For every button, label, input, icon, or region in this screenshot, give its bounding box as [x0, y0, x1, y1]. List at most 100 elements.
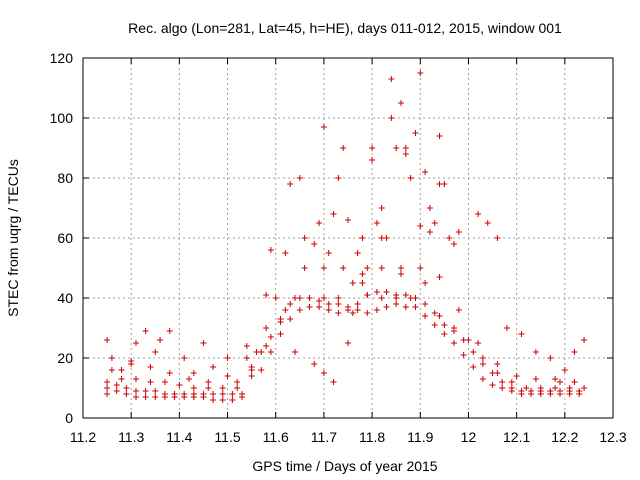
data-point [402, 145, 409, 151]
data-point [330, 379, 337, 385]
data-point [142, 328, 149, 334]
data-point [436, 181, 443, 187]
data-point [205, 385, 212, 391]
data-point [118, 376, 125, 382]
data-point [479, 376, 486, 382]
data-point [508, 385, 515, 391]
data-point [532, 349, 539, 355]
data-point [267, 334, 274, 340]
data-point [210, 391, 217, 397]
data-point [576, 388, 583, 394]
data-point [412, 304, 419, 310]
data-point [229, 391, 236, 397]
x-tick-label: 11.5 [214, 429, 240, 445]
data-point [171, 391, 178, 397]
x-tick-label: 11.2 [70, 429, 96, 445]
data-point [364, 292, 371, 298]
data-point [557, 388, 563, 394]
data-point [383, 289, 390, 295]
data-point [133, 388, 139, 394]
data-point [364, 265, 371, 271]
data-point [320, 295, 327, 301]
x-tick-labels: 11.2 11.3 11.4 11.5 11.6 11.7 11.8 11.9 12 12.1 12… [70, 429, 627, 445]
data-point [373, 289, 380, 295]
data-point [518, 388, 525, 394]
data-point [431, 220, 438, 226]
data-point [436, 133, 443, 139]
data-point [499, 379, 506, 385]
data-point [311, 241, 318, 247]
data-point [354, 250, 361, 256]
data-point [161, 391, 168, 397]
data-point [566, 385, 573, 391]
data-point [494, 370, 501, 376]
data-point [325, 307, 332, 313]
data-point [484, 220, 491, 226]
data-point [581, 337, 588, 343]
data-point [340, 145, 347, 151]
data-point [479, 355, 486, 361]
data-point [152, 349, 159, 355]
data-point [166, 328, 173, 334]
data-point [152, 388, 159, 394]
data-point [142, 394, 149, 400]
data-point [296, 307, 303, 313]
data-point [104, 337, 111, 343]
data-point [508, 379, 515, 385]
data-point [292, 295, 298, 301]
data-point [451, 325, 457, 331]
data-point [513, 373, 520, 379]
data-point [547, 355, 554, 361]
data-point [224, 373, 231, 379]
data-point [547, 388, 554, 394]
data-point [494, 235, 501, 241]
data-point [359, 235, 366, 241]
data-point [398, 271, 404, 277]
data-point [258, 367, 265, 373]
data-point [499, 385, 506, 391]
data-point [142, 388, 149, 394]
data-point [234, 385, 241, 391]
data-point [475, 340, 482, 346]
data-point [113, 388, 120, 394]
data-point [292, 349, 298, 355]
data-point [451, 241, 457, 247]
data-point [470, 364, 477, 370]
data-point [393, 301, 400, 307]
data-point [147, 379, 154, 385]
data-point [104, 385, 111, 391]
data-point [373, 220, 380, 226]
x-tick-label: 11.9 [407, 429, 433, 445]
y-tick-labels: 0 20 40 60 80 100 120 [50, 50, 74, 426]
data-point [335, 295, 342, 301]
data-point [489, 382, 496, 388]
data-point [320, 265, 327, 271]
data-point [571, 349, 578, 355]
x-tick-label: 11.4 [166, 429, 192, 445]
data-point [161, 379, 168, 385]
data-point [306, 295, 313, 301]
data-point [157, 337, 164, 343]
data-point [200, 391, 207, 397]
data-point [373, 307, 380, 313]
data-point [378, 265, 385, 271]
data-point [557, 379, 563, 385]
x-tick-label: 12 [461, 429, 477, 445]
data-point [210, 364, 217, 370]
data-point [277, 316, 284, 322]
data-point [325, 301, 332, 307]
data-point [504, 325, 510, 331]
data-point [224, 355, 231, 361]
data-point [190, 385, 197, 391]
data-point [263, 292, 270, 298]
data-point [267, 349, 274, 355]
data-point [272, 295, 279, 301]
data-point [475, 211, 482, 217]
data-point [282, 250, 289, 256]
data-point [277, 331, 284, 337]
data-point [518, 331, 525, 337]
data-point [263, 325, 270, 331]
data-point [287, 301, 294, 307]
data-point [166, 370, 173, 376]
